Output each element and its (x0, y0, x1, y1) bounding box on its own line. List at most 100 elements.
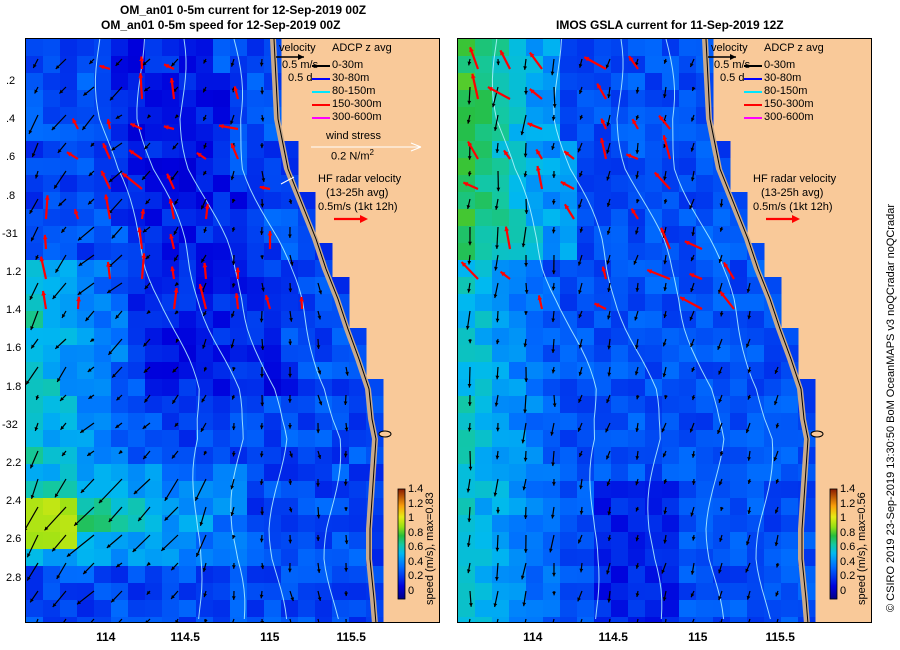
current-arrow (691, 478, 696, 485)
current-arrow (747, 366, 752, 374)
y-axis-tick-label: .6 (6, 151, 16, 164)
current-arrow (230, 506, 235, 517)
current-arrow (550, 506, 555, 519)
current-arrow (317, 590, 322, 602)
hf-radar-arrow (66, 151, 79, 160)
right-map-panel: velocity 0.5 m/s 0.5 d ADCP z avg 0-30m 3… (457, 38, 872, 623)
current-arrow (160, 534, 179, 552)
hf-radar-arrow (138, 73, 144, 100)
current-arrow (496, 506, 500, 514)
current-arrow (26, 534, 39, 558)
current-arrow (55, 58, 67, 70)
current-arrow (691, 394, 696, 401)
current-arrow (662, 590, 667, 602)
current-arrow (551, 450, 555, 467)
current-arrow (61, 310, 67, 319)
current-arrow (773, 394, 779, 406)
current-arrow (88, 618, 95, 622)
current-arrow (260, 506, 265, 516)
adcp-legend-label: 30-80m (332, 72, 370, 84)
current-arrow (345, 618, 347, 622)
current-arrow (466, 478, 471, 493)
current-arrow (691, 226, 696, 237)
current-arrow (495, 310, 500, 323)
hf-radar-arrow (719, 290, 735, 310)
current-arrow (86, 450, 95, 457)
current-arrow (719, 618, 723, 622)
y-axis-tick-label: -31 (2, 227, 18, 240)
current-arrow (468, 338, 472, 344)
current-arrow (200, 198, 207, 210)
current-arrow (467, 366, 472, 388)
hf-radar-arrow (170, 266, 176, 280)
current-arrow (143, 394, 151, 403)
x-axis-tick-label: 114 (523, 630, 543, 644)
hf-radar-arrow (653, 171, 671, 190)
current-arrow (29, 282, 39, 301)
current-arrow (175, 618, 179, 622)
current-arrow (523, 506, 528, 519)
left-velocity-time: 0.5 d (288, 72, 313, 84)
current-arrow (288, 282, 293, 293)
current-arrow (466, 198, 471, 210)
current-arrow (259, 226, 264, 235)
current-arrow (61, 450, 67, 457)
current-arrow (468, 590, 473, 607)
hf-radar-arrow (560, 180, 575, 190)
hf-radar-arrow (662, 134, 672, 160)
current-arrow (106, 282, 123, 294)
current-arrow (773, 450, 779, 462)
y-axis-tick-label: 2.8 (6, 571, 22, 584)
current-arrow (661, 562, 667, 574)
adcp-legend-swatch (744, 65, 762, 67)
current-arrow (89, 338, 95, 343)
current-arrow (173, 254, 179, 262)
current-arrow (288, 478, 293, 485)
current-arrow (142, 226, 151, 233)
current-arrow (31, 142, 39, 158)
current-arrow (663, 198, 668, 204)
current-arrow (44, 506, 67, 531)
current-arrow (288, 366, 292, 378)
right-adcp-title: ADCP z avg (764, 42, 824, 54)
adcp-legend-swatch (744, 91, 762, 93)
x-axis-tick-label: 115.5 (336, 630, 366, 644)
current-arrow (87, 366, 95, 373)
current-arrow (579, 562, 584, 573)
current-arrow (317, 450, 322, 460)
current-arrow (523, 142, 528, 158)
current-arrow (691, 534, 696, 541)
adcp-legend-label: 150-300m (332, 98, 382, 110)
current-arrow (689, 198, 695, 210)
current-arrow (259, 534, 264, 543)
current-arrow (466, 114, 471, 124)
current-arrow (747, 310, 752, 320)
colorbar-tick-label: 0.4 (408, 555, 424, 568)
current-arrow (774, 366, 779, 375)
x-axis-tick-label: 115 (688, 630, 708, 644)
current-arrow (579, 506, 584, 515)
current-arrow (552, 170, 556, 179)
coastline (273, 39, 377, 622)
current-arrow (174, 114, 179, 119)
current-arrow (36, 618, 39, 622)
current-arrow (289, 254, 294, 266)
current-arrow (142, 450, 151, 460)
current-arrow (29, 590, 39, 603)
current-arrow (78, 254, 95, 267)
current-arrow (59, 394, 67, 402)
current-arrow (260, 338, 265, 351)
adcp-legend-label: 300-600m (332, 111, 382, 123)
current-arrow (260, 394, 265, 407)
current-arrow (34, 86, 39, 94)
adcp-legend-swatch (312, 104, 330, 106)
isobath-line (94, 39, 203, 620)
current-arrow (577, 142, 583, 153)
current-arrow (231, 562, 236, 569)
right-hf-line1: HF radar velocity (753, 173, 837, 185)
left-wind-scale: 0.2 N/m2 (331, 148, 374, 163)
current-arrow (203, 58, 207, 64)
current-arrow (551, 310, 556, 323)
hf-radar-arrow (234, 293, 240, 310)
current-arrow (259, 310, 264, 323)
